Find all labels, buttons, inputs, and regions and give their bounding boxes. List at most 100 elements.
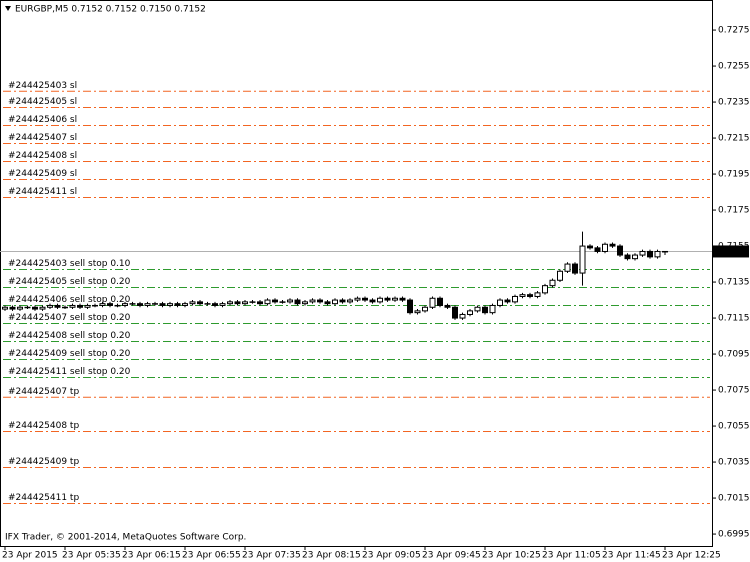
- candle-body: [77, 304, 83, 308]
- candle-body: [437, 297, 443, 306]
- x-tick-label: 23 Apr 05:35: [62, 551, 121, 561]
- candle-body: [354, 297, 361, 301]
- order-label: #244425407 sl: [8, 133, 77, 143]
- candle-body: [287, 299, 293, 303]
- x-tick-label: 23 Apr 11:45: [602, 551, 661, 561]
- candle-body: [234, 301, 241, 305]
- candle-body: [362, 297, 368, 301]
- candle-body: [219, 303, 226, 306]
- order-label: #244425409 sl: [8, 169, 77, 179]
- candle-body: [392, 297, 398, 301]
- order-label: #244425411 sl: [8, 187, 77, 197]
- x-tick-label: 23 Apr 06:55: [182, 551, 241, 561]
- order-label: #244425406 sl: [8, 115, 77, 125]
- candle-body: [137, 303, 143, 306]
- candle-body: [32, 306, 38, 310]
- candle-body: [309, 299, 316, 303]
- candle-body: [62, 306, 68, 309]
- candle-body: [587, 245, 593, 249]
- x-tick-label: 23 Apr 07:35: [242, 551, 301, 561]
- candle-body: [17, 306, 23, 310]
- candle-body: [227, 301, 233, 305]
- candle-body: [144, 303, 151, 306]
- candle-body: [407, 299, 413, 314]
- candle-body: [609, 243, 616, 247]
- y-tick-label: 0.7135: [718, 278, 750, 288]
- candle-body: [579, 245, 586, 274]
- order-label: #244425408 sl: [8, 151, 77, 161]
- candle-body: [347, 299, 353, 303]
- order-label: #244425409 sell stop 0.20: [8, 349, 131, 359]
- candle-body: [639, 250, 646, 256]
- y-tick-label: 0.6995: [718, 530, 750, 540]
- candle-body: [542, 285, 548, 294]
- y-tick-label: 0.7195: [718, 170, 750, 180]
- candle-body: [182, 303, 188, 306]
- x-tick-label: 23 Apr 06:15: [122, 551, 181, 561]
- candle-body: [399, 297, 406, 301]
- candle-body: [467, 310, 473, 315]
- candle-body: [107, 303, 113, 306]
- candle-body: [489, 304, 496, 314]
- candle-body: [84, 304, 91, 308]
- y-tick-label: 0.7235: [718, 98, 750, 108]
- order-label: #244425403 sl: [8, 81, 77, 91]
- price-box: [713, 245, 749, 258]
- candle-body: [47, 304, 53, 308]
- candle-body: [54, 304, 61, 308]
- candle-body: [324, 301, 331, 305]
- candle-body: [167, 303, 173, 306]
- order-label: #244425408 sell stop 0.20: [8, 331, 131, 341]
- candle-body: [459, 313, 466, 319]
- candle-body: [474, 306, 481, 312]
- candle-body: [9, 306, 16, 310]
- candle-body: [212, 303, 218, 306]
- y-tick-label: 0.7015: [718, 494, 750, 504]
- candle-body: [512, 295, 518, 303]
- candle-body: [654, 250, 661, 258]
- candle-body: [557, 270, 563, 281]
- candle-body: [647, 250, 653, 258]
- chart-header: EURGBP,M5 0.7152 0.7152 0.7150 0.7152: [15, 5, 206, 15]
- candle-body: [504, 299, 511, 303]
- y-tick-label: 0.7275: [718, 26, 750, 36]
- candle-body: [114, 304, 121, 307]
- order-label: #244425405 sl: [8, 97, 77, 107]
- current-price-label: 0.7152: [718, 247, 750, 257]
- candle-body: [272, 299, 278, 303]
- x-tick-label: 23 Apr 12:25: [662, 551, 721, 561]
- candle-body: [302, 301, 308, 305]
- y-tick-label: 0.7255: [718, 62, 750, 72]
- x-tick-label: 23 Apr 08:15: [302, 551, 361, 561]
- candle-body: [377, 297, 383, 303]
- order-label: #244425405 sell stop 0.20: [8, 277, 131, 287]
- menu-arrow[interactable]: [5, 6, 11, 11]
- candle-body: [264, 299, 271, 305]
- order-label: #244425409 tp: [8, 457, 79, 467]
- order-label: #244425406 sell stop 0.20: [8, 295, 131, 305]
- candle-body: [452, 306, 458, 319]
- x-tick-label: 23 Apr 09:45: [422, 551, 481, 561]
- candle-body: [122, 303, 128, 306]
- order-label: #244425411 tp: [8, 493, 79, 503]
- candle-body: [204, 303, 211, 305]
- y-tick-label: 0.7055: [718, 422, 750, 432]
- candle-body: [24, 306, 31, 309]
- candle-body: [384, 297, 391, 301]
- copyright: IFX Trader, © 2001-2014, MetaQuotes Soft…: [5, 533, 246, 543]
- candle-body: [39, 306, 46, 310]
- candle-body: [519, 294, 526, 297]
- candle-body: [602, 243, 608, 252]
- y-tick-label: 0.7175: [718, 206, 750, 216]
- candle-body: [572, 263, 578, 274]
- candle-body: [662, 250, 668, 253]
- candle-body: [369, 299, 376, 303]
- candle-body: [2, 306, 8, 310]
- candle-body: [152, 303, 158, 305]
- candle-body: [189, 301, 196, 305]
- candle-body: [159, 303, 166, 306]
- candle-body: [549, 279, 556, 287]
- candle-body: [279, 301, 286, 303]
